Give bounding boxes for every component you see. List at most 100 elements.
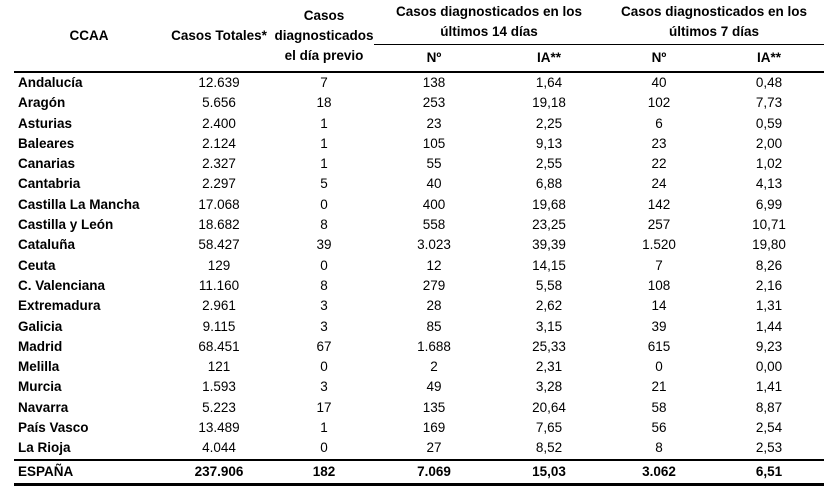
region-name: Castilla La Mancha (18, 196, 140, 212)
casos-dia-previo-cell: 5 (320, 176, 328, 192)
casos-totales-cell: 9.115 (202, 318, 236, 334)
region-name: C. Valenciana (18, 277, 106, 293)
n-14-dias-cell: 40 (426, 176, 442, 192)
ia-7-dias-cell: 6,99 (755, 196, 783, 212)
ia-7-dias-cell: 0,59 (755, 115, 783, 131)
n-14-dias-cell: 27 (426, 440, 442, 456)
casos-totales-cell: 5.223 (202, 399, 236, 415)
total-dia-previo: 182 (274, 458, 374, 486)
ia-14-dias-cell: 23,25 (532, 217, 566, 233)
ia-14-dias-cell: 3,15 (535, 318, 563, 334)
n-14-dias-cell: 279 (422, 277, 446, 293)
casos-totales-cell: 2.297 (202, 176, 236, 192)
n-7-dias-cell: 58 (651, 399, 667, 415)
n-7-dias-cell: 142 (647, 196, 671, 212)
header-n-14: Nº (426, 50, 442, 65)
n-7-dias-cell: 22 (651, 156, 667, 172)
total-name: ESPAÑA (14, 458, 164, 486)
ia-14-dias-cell: 2,31 (535, 359, 563, 375)
ia-14-dias-cell: 19,68 (532, 196, 566, 212)
casos-totales-cell: 18.682 (198, 217, 240, 233)
casos-totales-cell: 2.400 (202, 115, 236, 131)
region-name: Melilla (18, 359, 60, 375)
n-7-dias-cell: 14 (651, 298, 667, 314)
ia-14-dias-cell: 9,13 (535, 135, 563, 151)
table-row: Murcia 1.593 3 49 3,28 21 1,41 (14, 377, 824, 397)
region-name: Baleares (18, 135, 75, 151)
region-name: Madrid (18, 338, 63, 354)
n-7-dias-cell: 1.520 (642, 237, 676, 253)
casos-dia-previo-cell: 3 (320, 318, 328, 334)
n-14-dias-cell: 138 (422, 75, 446, 90)
n-7-dias-cell: 6 (655, 115, 663, 131)
casos-dia-previo-cell: 8 (320, 217, 328, 233)
ia-7-dias-cell: 9,23 (755, 338, 783, 354)
n-7-dias-cell: 56 (651, 420, 667, 436)
casos-totales-cell: 11.160 (198, 277, 240, 293)
n-14-dias-cell: 85 (426, 318, 442, 334)
table-row: Navarra 5.223 17 135 20,64 58 8,87 (14, 398, 824, 418)
ia-7-dias-cell: 2,00 (755, 135, 783, 151)
region-name: Andalucía (18, 75, 83, 90)
header-casos-totales: Casos Totales* (171, 27, 267, 43)
region-name: Ceuta (18, 257, 56, 273)
n-14-dias-cell: 2 (430, 359, 438, 375)
n-7-dias-cell: 8 (655, 440, 663, 456)
casos-dia-previo-cell: 1 (320, 135, 328, 151)
ia-7-dias-cell: 2,54 (755, 420, 783, 436)
n-7-dias-cell: 615 (647, 338, 671, 354)
casos-totales-cell: 13.489 (198, 420, 240, 436)
casos-dia-previo-cell: 3 (320, 298, 328, 314)
region-name: Asturias (18, 115, 73, 131)
region-name: País Vasco (18, 420, 89, 436)
table-row: C. Valenciana 11.160 8 279 5,58 108 2,16 (14, 276, 824, 296)
ia-7-dias-cell: 1,02 (755, 156, 783, 172)
ia-14-dias-cell: 7,65 (535, 420, 563, 436)
n-7-dias-cell: 24 (651, 176, 667, 192)
ia-7-dias-cell: 0,48 (755, 75, 783, 90)
header-ia-14: IA** (536, 50, 561, 65)
casos-totales-cell: 2.961 (202, 298, 236, 314)
header-row-1: CCAA Casos Totales* Casos diagnosticados… (14, 0, 825, 63)
region-name: Murcia (18, 379, 62, 395)
casos-totales-cell: 58.427 (198, 237, 240, 253)
casos-dia-previo-cell: 1 (320, 420, 328, 436)
casos-dia-previo-cell: 39 (316, 237, 332, 253)
ia-7-dias-cell: 7,73 (755, 95, 783, 111)
header-ia-7: IA** (757, 50, 782, 65)
ia-7-dias-cell: 1,31 (755, 298, 783, 314)
n-14-dias-cell: 135 (422, 399, 446, 415)
ia-14-dias-cell: 3,28 (535, 379, 563, 395)
casos-dia-previo-cell: 0 (320, 440, 328, 456)
casos-dia-previo-cell: 0 (320, 359, 328, 375)
casos-dia-previo-cell: 17 (316, 399, 332, 415)
n-7-dias-cell: 21 (651, 379, 667, 395)
casos-totales-cell: 4.044 (202, 440, 236, 456)
cases-by-region-table: CCAA Casos Totales* Casos diagnosticados… (14, 0, 825, 486)
n-14-dias-cell: 400 (422, 196, 446, 212)
ia-14-dias-cell: 14,15 (532, 257, 566, 273)
ia-7-dias-cell: 8,87 (755, 399, 783, 415)
n-7-dias-cell: 0 (655, 359, 663, 375)
n-7-dias-cell: 108 (647, 277, 671, 293)
total-ia-7: 6,51 (714, 458, 825, 486)
casos-dia-previo-cell: 7 (320, 75, 328, 90)
n-14-dias-cell: 1.688 (417, 338, 451, 354)
n-14-dias-cell: 55 (426, 156, 442, 172)
table-row: Asturias 2.400 1 23 2,25 6 0,59 (14, 114, 824, 134)
table-row: La Rioja 4.044 0 27 8,52 8 2,53 (14, 438, 824, 459)
n-14-dias-cell: 169 (422, 420, 446, 436)
casos-dia-previo-cell: 8 (320, 277, 328, 293)
n-14-dias-cell: 49 (426, 379, 442, 395)
ia-14-dias-cell: 20,64 (532, 399, 566, 415)
ia-7-dias-cell: 2,16 (755, 277, 783, 293)
table-row: Andalucía 12.639 7 138 1,64 40 0,48 (14, 72, 824, 93)
ia-14-dias-cell: 19,18 (532, 95, 566, 111)
table-row: Canarias 2.327 1 55 2,55 22 1,02 (14, 154, 824, 174)
casos-totales-cell: 1.593 (202, 379, 236, 395)
ia-7-dias-cell: 1,41 (755, 379, 783, 395)
table-row: Baleares 2.124 1 105 9,13 23 2,00 (14, 134, 824, 154)
n-14-dias-cell: 28 (426, 298, 442, 314)
ia-14-dias-cell: 2,25 (535, 115, 563, 131)
n-14-dias-cell: 12 (426, 257, 442, 273)
